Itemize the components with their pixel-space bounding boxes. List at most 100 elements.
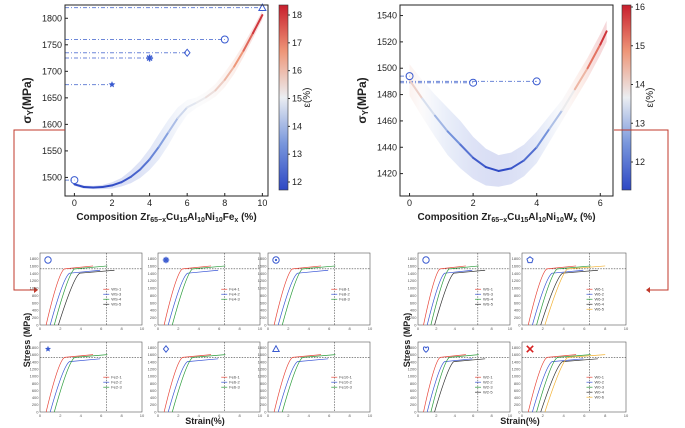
stress-curve [430,265,479,326]
x-tick-label: 4 [562,326,565,331]
fit-curve-segment [535,127,551,149]
x-label-subscript: x [573,217,577,224]
stress-curve [426,269,473,326]
x-axis-label: Composition Zr65−xCu15Al10Ni10Wx (%) [417,212,595,224]
legend-label: W2-2 [483,379,493,384]
fit-curve-segment [251,14,264,35]
x-label-text: Ni [546,212,556,223]
legend-label: Fe6-3 [229,384,240,389]
stress-curve [281,265,336,326]
panel-frame [267,252,371,326]
legend-label: WS-4 [111,296,122,301]
connector-right-arrowhead [646,287,650,293]
marker-circle [220,35,229,44]
legend-label: Fe2-2 [111,379,122,384]
fit-curve-segment [522,146,538,162]
legend-label: WS-3 [111,291,122,296]
marker-circle [469,78,478,87]
stress-curve [423,354,466,413]
y-tick-label: 1600 [148,352,158,357]
marker-circle [532,77,541,86]
legend-label: Fe8-2 [339,291,350,296]
panel-frame [267,341,371,413]
legend-label: WS-5 [483,301,494,306]
y-tick-label: 1000 [258,374,268,379]
y-tick-label: 1000 [512,374,522,379]
x-tick-label: 8 [604,413,607,418]
stress-curve [163,354,212,413]
marker-star [44,345,52,352]
y-axis-label: σY(MPa) [20,77,35,123]
legend-label: WS-1 [483,286,494,291]
stress-curve [544,265,606,326]
y-tick-label: 1800 [512,256,522,261]
fit-curve-segment [573,67,589,91]
x-tick-label: 4 [534,198,539,208]
fit-curve-segment [167,117,179,134]
x-label-subscript: x [234,217,238,224]
marker-circle [405,72,414,81]
legend-label: Fe4-2 [229,291,240,296]
y-tick-label: 1500 [42,172,62,182]
y-tick-label: 400 [514,308,521,313]
x-label-text: Composition Zr [417,212,491,223]
legend-label: W2-5 [483,389,493,394]
y-tick-label: 1600 [408,264,418,269]
y-tick-label: 1400 [148,271,158,276]
marker-circle [44,256,52,264]
legend-label: W0-1 [594,374,604,379]
x-label-text: Al [528,212,538,223]
y-tick-label: 200 [32,315,39,320]
colorbar-label-symbol: ε [302,103,313,108]
y-label-subscript: Y [26,109,35,115]
marker-triangle [258,3,267,11]
stress-strain-panel-left-1: 0 200 400 600 800 1000 1200 1400 1600 1800 0 2 4 6 8 10… [148,252,263,331]
y-label-unit: (MPa) [20,77,34,110]
x-tick-label: 10 [140,326,145,331]
colorbar-tick-label: 15 [292,94,302,104]
strain-x-label-right: Strain(%) [500,416,540,426]
y-tick-label: 0 [154,409,157,414]
x-tick-label: 0 [417,326,420,331]
marker-circle [70,176,79,185]
y-tick-label: 600 [150,388,157,393]
y-tick-label: 800 [150,293,157,298]
y-tick-label: 800 [260,381,267,386]
y-tick-label: 1600 [30,352,40,357]
y-tick-label: 1800 [512,345,522,350]
y-tick-label: 1480 [377,90,397,100]
x-tick-label: 4 [80,326,83,331]
stress-curve [536,265,591,326]
fit-curve-segment [223,65,236,81]
marker-diamond [183,48,191,58]
y-tick-label: 1400 [258,271,268,276]
colorbar-tick-label: 12 [635,157,645,167]
y-tick-label: 1200 [30,366,40,371]
marker-circle [220,35,229,44]
top-panel-0: 0 2 4 6 8 10 1500 1550 1600 1650 1700 1750 1800 Compo… [20,3,313,224]
y-tick-label: 1600 [148,264,158,269]
colorbar-label-symbol: ε [645,103,656,108]
x-tick-label: 10 [258,326,263,331]
marker-circle [532,77,541,86]
x-tick-label: 0 [417,413,420,418]
fit-curve-segment [129,168,142,178]
panel-frame [157,252,261,326]
y-tick-label: 1400 [408,271,418,276]
colorbar-label-unit: (%) [645,87,656,103]
confidence-band [409,20,607,187]
stress-curve [434,269,486,326]
y-tick-label: 1200 [512,278,522,283]
x-label-text: Cu [166,212,179,223]
legend-label: W0-6 [594,394,604,399]
y-tick-label: 1800 [408,345,418,350]
fit-curve-segment [472,156,487,169]
x-tick-label: 8 [222,198,227,208]
legend-label: Fe2-3 [111,384,122,389]
y-tick-label: 1200 [30,278,40,283]
y-tick-label: 1420 [377,169,397,179]
fit-curve-segment [561,88,576,112]
y-tick-label: 1800 [42,13,62,23]
marker-star [44,345,52,352]
colorbar-tick-label: 16 [635,2,645,12]
